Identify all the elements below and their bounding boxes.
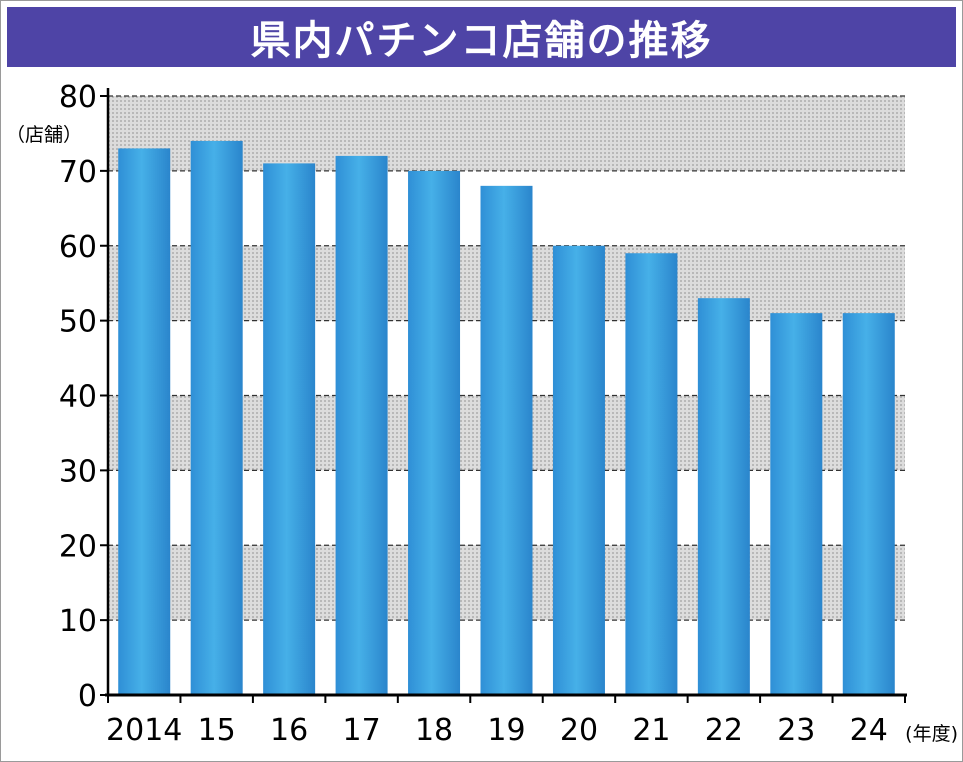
bar <box>480 185 533 695</box>
axes <box>100 88 907 703</box>
bar <box>408 170 461 695</box>
x-tick-label: 18 <box>415 713 453 748</box>
y-tick-label: 40 <box>59 380 97 415</box>
bars <box>118 140 895 696</box>
x-axis-unit-label: (年度) <box>905 723 958 745</box>
x-tick-label: 20 <box>560 713 598 748</box>
bar <box>118 148 171 696</box>
y-tick-label: 30 <box>59 454 97 489</box>
chart-title: 県内パチンコ店舗の推移 <box>250 18 713 64</box>
x-tick-label: 2014 <box>106 713 182 748</box>
title-bar: 県内パチンコ店舗の推移 <box>7 7 956 67</box>
y-axis-unit-label: （店舗） <box>6 124 82 146</box>
x-tick-label: 19 <box>487 713 525 748</box>
y-tick-label: 20 <box>59 529 97 564</box>
bar <box>625 253 678 696</box>
x-tick-label: 23 <box>777 713 815 748</box>
bar <box>190 140 243 696</box>
x-tick-labels: 2014 15 16 17 18 19 20 21 22 23 24 (年度) <box>106 713 958 748</box>
x-tick-label: 24 <box>850 713 888 748</box>
y-tick-label: 80 <box>59 80 97 115</box>
x-tick-label: 21 <box>632 713 670 748</box>
bar <box>697 298 750 695</box>
bar <box>552 245 605 695</box>
x-tick-label: 16 <box>270 713 308 748</box>
x-tick-label: 22 <box>705 713 743 748</box>
y-tick-labels: 0 10 20 30 40 50 60 70 80 <box>59 80 97 714</box>
bar <box>770 313 823 695</box>
bar <box>842 313 895 695</box>
x-tick-label: 17 <box>342 713 380 748</box>
y-tick-label: 10 <box>59 604 97 639</box>
y-tick-label: 0 <box>78 679 97 714</box>
bar <box>335 155 388 695</box>
y-tick-label: 60 <box>59 230 97 265</box>
y-tick-label: 50 <box>59 305 97 340</box>
x-tick-label: 15 <box>198 713 236 748</box>
bar <box>263 163 316 695</box>
y-tick-label: 70 <box>59 155 97 190</box>
